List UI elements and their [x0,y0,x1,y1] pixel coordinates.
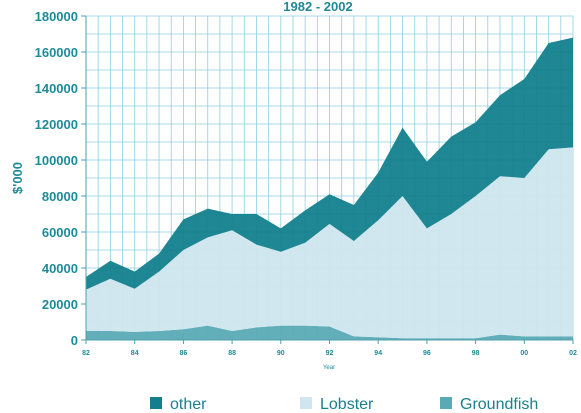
y-tick-label: 160000 [35,45,78,60]
legend: other Lobster Groundfish [150,396,538,413]
x-tick-label: 02 [569,350,577,357]
y-tick-label: 0 [71,333,78,348]
chart-title: 1982 - 2002 [283,0,352,14]
x-tick-label: 96 [423,350,431,357]
area-lobster [86,147,573,339]
legend-label-other: other [170,396,207,413]
legend-swatch-lobster [300,397,312,409]
x-tick-label: 88 [228,350,236,357]
y-tick-label: 100000 [35,153,78,168]
y-tick-label: 180000 [35,9,78,24]
y-tick-label: 120000 [35,117,78,132]
legend-label-groundfish: Groundfish [460,396,538,413]
x-tick-label: 86 [180,350,188,357]
x-tick-label: 90 [277,350,285,357]
legend-swatch-other [150,397,162,409]
axes: 0 20000 40000 60000 80000 100000 120000 140000 1… [35,9,577,357]
y-tick-label: 60000 [42,225,78,240]
x-tick-label: 00 [520,350,528,357]
area-groundfish [86,325,573,340]
y-tick-label: 20000 [42,297,78,312]
x-tick-label: 92 [326,350,334,357]
x-axis-label: Year [323,365,335,371]
legend-swatch-groundfish [440,397,452,409]
legend-label-lobster: Lobster [320,396,374,413]
x-tick-label: 84 [131,350,139,357]
area-series [86,37,573,340]
y-axis-label: $'000 [10,162,25,194]
y-tick-label: 80000 [42,189,78,204]
y-tick-label: 140000 [35,81,78,96]
area-other [86,37,573,290]
x-tick-label: 94 [374,350,382,357]
x-tick-label: 82 [82,350,90,357]
y-tick-label: 40000 [42,261,78,276]
x-tick-label: 98 [472,350,480,357]
